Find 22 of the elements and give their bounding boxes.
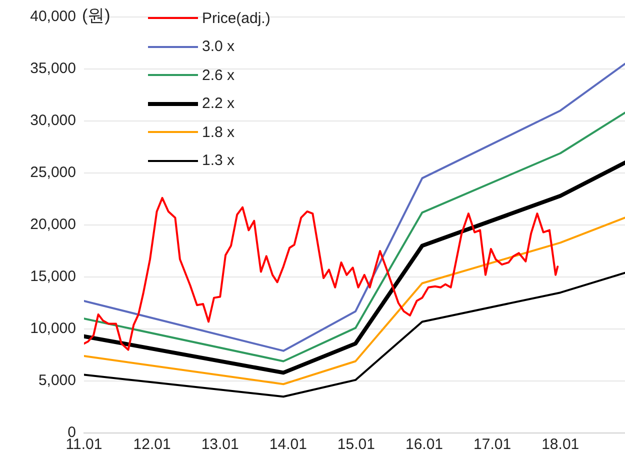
legend-label: 2.2 x bbox=[202, 95, 235, 112]
y-tick-label: 15,000 bbox=[30, 268, 76, 286]
y-tick-label: 10,000 bbox=[30, 320, 76, 338]
x-tick-label: 16.01 bbox=[405, 436, 444, 454]
x-tick-label: 18.01 bbox=[542, 436, 580, 454]
y-axis-title: (원) bbox=[82, 5, 110, 27]
legend-label: 2.6 x bbox=[202, 66, 235, 84]
x-tick-label: 13.01 bbox=[201, 436, 239, 454]
y-tick-label: 20,000 bbox=[30, 216, 76, 234]
legend-label: 3.0 x bbox=[202, 38, 235, 56]
legend-label: 1.8 x bbox=[202, 124, 235, 141]
y-tick-label: 35,000 bbox=[30, 60, 76, 78]
x-tick-label: 14.01 bbox=[269, 436, 307, 454]
y-tick-label: 25,000 bbox=[30, 164, 76, 182]
y-tick-label: 30,000 bbox=[30, 112, 76, 130]
y-tick-label: 40,000 bbox=[30, 8, 76, 26]
x-tick-label: 15.01 bbox=[337, 436, 375, 454]
x-tick-label: 12.01 bbox=[133, 436, 171, 454]
legend-label: Price(adj.) bbox=[202, 10, 270, 27]
y-tick-label: 5,000 bbox=[38, 372, 76, 390]
x-tick-label: 17.01 bbox=[474, 436, 512, 454]
legend-label: 1.3 x bbox=[202, 152, 235, 170]
